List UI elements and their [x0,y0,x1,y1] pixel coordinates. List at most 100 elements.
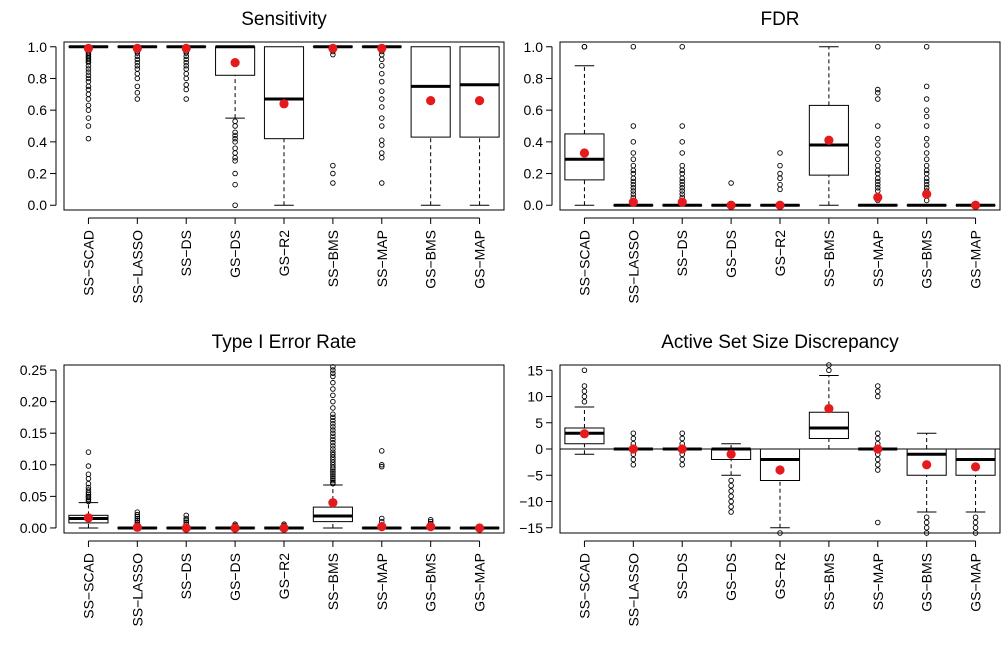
outlier-point [232,145,238,151]
x-tick-label: SS−SCAD [80,553,96,619]
outlier-point [330,446,336,452]
outlier-point [85,484,92,491]
outlier-point [875,181,881,188]
outlier-point [630,185,637,191]
outlier-point [923,167,930,174]
x-tick-label: GS−MAP [968,230,984,289]
outlier-point [85,498,92,505]
outlier-point [972,514,979,521]
outlier-point [630,430,637,437]
x-tick-label: GS−DS [227,230,243,278]
x-tick-label: GS−BMS [919,553,935,612]
box [759,448,801,481]
outlier-point [581,393,588,400]
outlier-point [923,525,930,531]
box-group [613,44,654,207]
box-group [857,383,898,526]
outlier-point [875,467,881,473]
outlier-point [923,519,930,526]
panel-sensitivity: Sensitivity 0.0 0.2 0.4 0.6 0.8 1.0 SS−SCAD SS−… [28,9,505,304]
y-tick-label: 0.4 [524,134,544,150]
outlier-point [183,59,189,66]
x-tick-label: GS−R2 [276,230,292,277]
outlier-point [875,89,881,96]
panel-fdr: FDR 0.0 0.2 0.4 0.6 0.8 1.0 SS−SCAD SS−LASSO SS−… [524,9,1001,304]
x-tick-label: SS−BMS [325,553,341,610]
mean-point [474,523,485,533]
outlier-point [134,83,141,90]
x-tick-label: SS−MAP [870,230,886,287]
outlier-point [379,137,385,144]
box [808,411,849,439]
outlier-point [330,170,336,177]
outlier-point [875,456,881,463]
outlier-point [85,75,92,82]
outlier-point [232,123,238,129]
outlier-point [232,181,238,188]
mean-point [83,43,94,53]
outlier-point [679,191,685,197]
outlier-point [85,78,92,85]
box [459,46,500,138]
outlier-point [85,115,92,121]
outlier-point [875,162,881,169]
panel-type-i-error-rate: Type I Error Rate 0.00 0.05 0.10 0.15 0.20 0.… [20,332,505,627]
outlier-point [379,96,385,102]
box-group [117,43,158,102]
outlier-point [630,150,637,156]
outlier-point [330,398,336,405]
outlier-point [232,158,238,164]
outlier-point [183,82,189,88]
outlier-point [679,430,685,437]
outlier-point [134,511,141,518]
x-tick-label: SS−LASSO [625,553,641,627]
outlier-point [728,509,734,515]
outlier-point [183,66,189,72]
outlier-point [923,83,930,90]
mean-point [628,444,638,454]
outlier-point [85,496,92,503]
panel-title-active-set-size-discrepancy: Active Set Size Discrepancy [661,332,899,353]
mean-point [970,200,981,210]
x-tick-label: GS−R2 [772,553,788,600]
outlier-point [232,135,238,142]
mean-point [377,522,387,532]
outlier-point [630,44,637,50]
mean-point [132,43,142,53]
outlier-point [777,150,783,156]
x-tick-label: SS−SCAD [576,230,592,296]
outlier-point [134,517,141,524]
outlier-point [728,498,734,505]
outlier-point [679,188,685,194]
box-group [711,180,752,210]
outlier-point [330,162,336,169]
outlier-point [923,181,930,188]
outlier-point [330,427,336,433]
outlier-point [330,451,336,458]
outlier-point [630,178,637,185]
y-tick-label: 0.20 [20,394,47,410]
y-tick-label: 0.0 [28,197,48,213]
outlier-point [85,69,92,75]
outlier-point [679,456,685,463]
box-group [564,367,605,455]
outlier-point [875,393,881,400]
outlier-point [330,472,336,478]
box-group [662,44,703,207]
x-tick-label: GS−MAP [472,230,488,289]
y-tick-label: 1.0 [28,39,48,55]
outlier-point [630,123,637,129]
box-group [410,46,451,206]
x-tick-label: SS−MAP [870,553,886,610]
x-tick-label: SS−MAP [374,230,390,287]
outlier-point [777,181,783,188]
outlier-point [728,477,734,484]
x-tick-label: GS−DS [723,230,739,278]
mean-point [132,522,142,532]
outlier-point [379,104,385,110]
box-group [808,46,849,206]
plot-frame [559,41,1001,211]
outlier-point [875,388,881,395]
outlier-point [330,474,336,480]
outlier-point [728,493,734,500]
